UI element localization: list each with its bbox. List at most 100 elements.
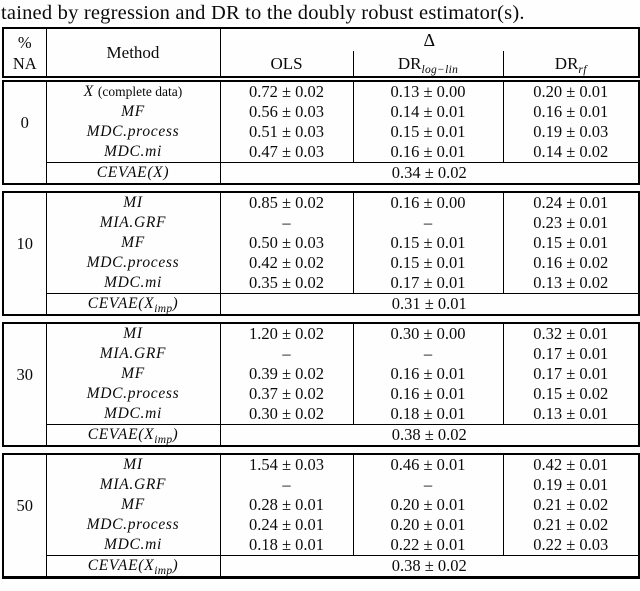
table-row: MIA.GRF – – 0.23 ± 0.01 (3, 213, 639, 233)
method-name: MDC.process (86, 385, 180, 402)
cevae-label-close: ) (172, 295, 179, 312)
table-row: MF 0.28 ± 0.01 0.20 ± 0.01 0.21 ± 0.02 (3, 495, 639, 515)
method-cell: MDC.mi (46, 535, 220, 556)
table-row: MF 0.50 ± 0.03 0.15 ± 0.01 0.15 ± 0.01 (3, 233, 639, 253)
delta-header: Δ (219, 28, 639, 51)
cevae-subscript: imp (154, 565, 173, 577)
value-cell: – (352, 344, 503, 364)
value-cell: – (352, 475, 503, 495)
method-cell: MDC.mi (46, 404, 220, 425)
method-cell: MI (46, 192, 220, 213)
value-cell: 0.15 ± 0.01 (352, 122, 503, 142)
value-cell: 0.15 ± 0.02 (502, 384, 639, 404)
cevae-label-close: ) (163, 164, 170, 181)
cevae-summary-row: CEVAE(Ximp) 0.38 ± 0.02 (3, 555, 639, 578)
method-cell: MIA.GRF (46, 475, 220, 495)
cevae-label-close: ) (172, 557, 179, 574)
cevae-label-close: ) (172, 426, 179, 443)
value-cell: 0.17 ± 0.01 (502, 344, 639, 364)
method-name: MIA.GRF (99, 214, 167, 231)
value-cell: 0.46 ± 0.01 (352, 454, 503, 475)
na-header-line2: NA (12, 53, 37, 73)
table-block-na50: 50 MI 1.54 ± 0.03 0.46 ± 0.01 0.42 ± 0.0… (2, 453, 640, 579)
cevae-value-cell: 0.34 ± 0.02 (219, 162, 639, 184)
method-cell: MDC.process (46, 384, 220, 404)
method-name: MI (123, 456, 143, 473)
value-cell: 0.30 ± 0.02 (219, 404, 353, 425)
results-table: % NA Method Δ OLS DRlog−lin DRrf 0 X (com… (2, 27, 640, 579)
value-cell: 0.16 ± 0.01 (502, 102, 639, 122)
value-cell: 0.13 ± 0.01 (502, 404, 639, 425)
table-block-na0: 0 X (complete data) 0.72 ± 0.02 0.13 ± 0.… (2, 80, 640, 185)
table-block-na30: 30 MI 1.20 ± 0.02 0.30 ± 0.00 0.32 ± 0.0… (2, 322, 640, 447)
value-cell: 0.20 ± 0.01 (502, 81, 639, 102)
value-cell: 0.35 ± 0.02 (219, 273, 353, 294)
method-cell: MIA.GRF (46, 213, 220, 233)
table-row: MDC.mi 0.30 ± 0.02 0.18 ± 0.01 0.13 ± 0.… (3, 404, 639, 425)
cevae-subscript: imp (154, 303, 173, 315)
value-cell: 0.42 ± 0.01 (502, 454, 639, 475)
table-row: MDC.process 0.37 ± 0.02 0.16 ± 0.01 0.15… (3, 384, 639, 404)
cevae-summary-row: CEVAE(X) 0.34 ± 0.02 (3, 162, 639, 184)
method-cell: MF (46, 364, 220, 384)
value-cell: 0.51 ± 0.03 (219, 122, 353, 142)
value-cell: – (352, 213, 503, 233)
method-cell: MI (46, 323, 220, 344)
ols-label: OLS (270, 54, 303, 73)
cevae-label-cell: CEVAE(Ximp) (46, 293, 220, 315)
ols-column-header: OLS (219, 51, 353, 77)
value-cell: 0.21 ± 0.02 (502, 515, 639, 535)
table-row: MDC.process 0.42 ± 0.02 0.15 ± 0.01 0.16… (3, 253, 639, 273)
value-cell: 0.24 ± 0.01 (219, 515, 353, 535)
na-header-line1: % (17, 32, 32, 52)
value-cell: 1.20 ± 0.02 (219, 323, 353, 344)
cevae-label: CEVAE(X (87, 295, 155, 312)
method-name: MF (121, 365, 145, 382)
table-row: MF 0.56 ± 0.03 0.14 ± 0.01 0.16 ± 0.01 (3, 102, 639, 122)
value-cell: 0.14 ± 0.01 (352, 102, 503, 122)
method-cell: X (complete data) (46, 81, 220, 102)
table-block-na10: 10 MI 0.85 ± 0.02 0.16 ± 0.00 0.24 ± 0.0… (2, 191, 640, 316)
value-cell: 0.13 ± 0.00 (352, 81, 503, 102)
value-cell: 0.16 ± 0.01 (352, 384, 503, 404)
na-column-header: % NA (3, 28, 47, 77)
value-cell: 0.17 ± 0.01 (352, 273, 503, 294)
value-cell: 0.30 ± 0.00 (352, 323, 503, 344)
value-cell: 0.22 ± 0.01 (352, 535, 503, 556)
dr-loglin-column-header: DRlog−lin (352, 51, 503, 77)
value-cell: 0.21 ± 0.02 (502, 495, 639, 515)
na-value: 30 (3, 323, 47, 446)
method-note: (complete data) (97, 84, 183, 99)
value-cell: 0.20 ± 0.01 (352, 515, 503, 535)
table-row: 50 MI 1.54 ± 0.03 0.46 ± 0.01 0.42 ± 0.0… (3, 454, 639, 578)
table-row: MF 0.39 ± 0.02 0.16 ± 0.01 0.17 ± 0.01 (3, 364, 639, 384)
table-row: MDC.mi 0.18 ± 0.01 0.22 ± 0.01 0.22 ± 0.… (3, 535, 639, 556)
method-cell: MDC.process (46, 253, 220, 273)
method-cell: MDC.mi (46, 273, 220, 294)
table-header-block: % NA Method Δ OLS DRlog−lin DRrf (2, 27, 640, 78)
value-cell: – (219, 344, 353, 364)
value-cell: 0.47 ± 0.03 (219, 142, 353, 163)
table-row: MIA.GRF – – 0.17 ± 0.01 (3, 344, 639, 364)
method-name: MIA.GRF (99, 345, 167, 362)
value-cell: 0.42 ± 0.02 (219, 253, 353, 273)
value-cell: 0.17 ± 0.01 (502, 364, 639, 384)
cevae-summary-row: CEVAE(Ximp) 0.31 ± 0.01 (3, 293, 639, 315)
cevae-label: CEVAE(X (87, 426, 155, 443)
value-cell: 0.13 ± 0.02 (502, 273, 639, 294)
method-name: MDC.mi (103, 274, 163, 291)
value-cell: 0.19 ± 0.03 (502, 122, 639, 142)
dr-loglin-subscript: log−lin (421, 64, 459, 76)
value-cell: 0.15 ± 0.01 (352, 233, 503, 253)
value-cell: 0.14 ± 0.02 (502, 142, 639, 163)
value-cell: 0.50 ± 0.03 (219, 233, 353, 253)
method-name: MIA.GRF (99, 476, 167, 493)
value-cell: 0.18 ± 0.01 (352, 404, 503, 425)
method-name: MF (121, 496, 145, 513)
table-row: 30 MI 1.20 ± 0.02 0.30 ± 0.00 0.32 ± 0.0… (3, 323, 639, 446)
method-name: X (83, 83, 94, 100)
table-row: MDC.process 0.51 ± 0.03 0.15 ± 0.01 0.19… (3, 122, 639, 142)
cevae-label-cell: CEVAE(Ximp) (46, 555, 220, 578)
dr-rf-column-header: DRrf (502, 51, 639, 77)
value-cell: 0.24 ± 0.01 (502, 192, 639, 213)
